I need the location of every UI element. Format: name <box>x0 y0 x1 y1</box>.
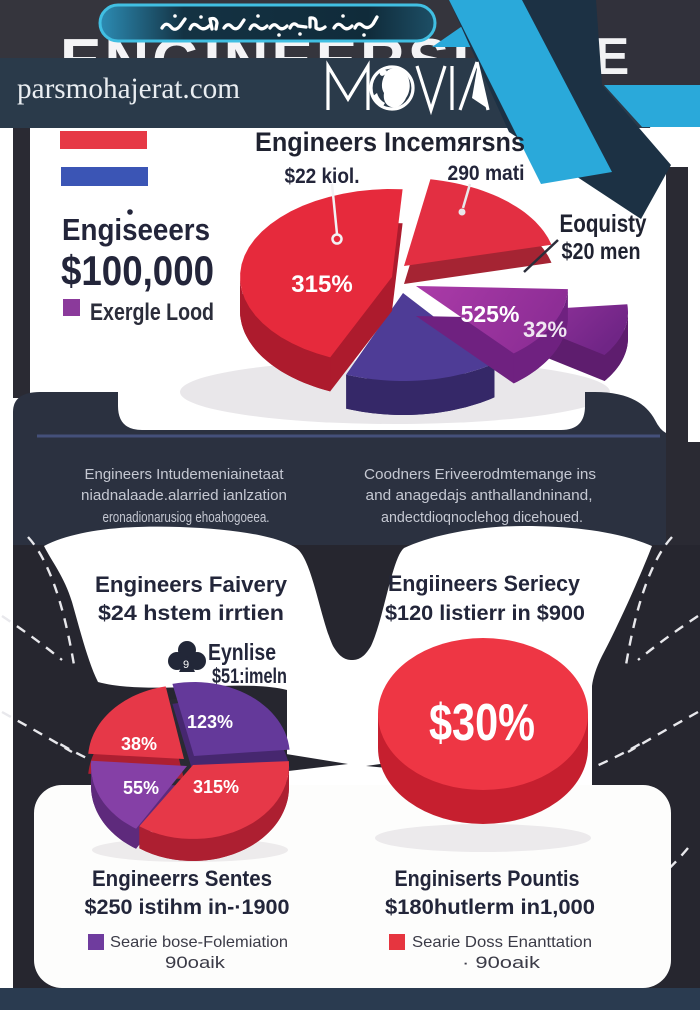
svg-text:90oaik: 90oaik <box>165 953 226 972</box>
svg-text:$20 men: $20 men <box>562 238 641 264</box>
svg-text:55%: 55% <box>123 778 159 798</box>
svg-text:· 90oaik: · 90oaik <box>462 953 541 972</box>
svg-text:Searie Doss Enanttation: Searie Doss Enanttation <box>412 934 592 951</box>
svg-text:Engineerrs Sentes: Engineerrs Sentes <box>92 866 272 891</box>
svg-text:Exergle Lood: Exergle Lood <box>90 299 214 326</box>
svg-text:123%: 123% <box>187 712 233 732</box>
svg-text:Engineers Intudemeniainetaat: Engineers Intudemeniainetaat <box>85 466 285 483</box>
svg-text:$22 kiol.: $22 kiol. <box>285 165 360 188</box>
svg-text:315%: 315% <box>193 777 239 797</box>
svg-text:Engiineers Seriecy: Engiineers Seriecy <box>388 571 581 596</box>
svg-text:290 mati: 290 mati <box>448 162 525 185</box>
svg-text:Coodners Eriveerodmtemange ins: Coodners Eriveerodmtemange ins <box>364 466 596 483</box>
svg-text:$30%: $30% <box>429 694 535 752</box>
svg-text:andectdioqnoclehog dicehoued.: andectdioqnoclehog dicehoued. <box>381 509 583 526</box>
svg-text:38%: 38% <box>121 734 157 754</box>
svg-text:315%: 315% <box>291 271 352 298</box>
svg-text:parsmohajerat.com: parsmohajerat.com <box>17 72 240 105</box>
svg-text:and anagedajs anthallandninand: and anagedajs anthallandninand, <box>366 487 593 504</box>
svg-text:niadnalaade.alarried ianlzatio: niadnalaade.alarried ianlzation <box>81 487 287 504</box>
svg-text:Engiseeers: Engiseeers <box>62 212 210 247</box>
svg-text:$120 listierr in $900: $120 listierr in $900 <box>385 602 585 625</box>
svg-text:$180hutlerm in1,000: $180hutlerm in1,000 <box>385 896 595 919</box>
svg-text:Eoquisty: Eoquisty <box>560 210 647 238</box>
svg-text:525%: 525% <box>461 301 520 327</box>
svg-text:9: 9 <box>183 659 189 671</box>
svg-text:eronadionarusiog ehoahogoeea.: eronadionarusiog ehoahogoeea. <box>103 509 270 526</box>
svg-text:Engineers Faivery: Engineers Faivery <box>95 572 288 597</box>
svg-text:32%: 32% <box>523 317 567 342</box>
svg-text:$100,000: $100,000 <box>61 247 214 294</box>
svg-text:Engineers Incemяrsns: Engineers Incemяrsns <box>255 127 525 157</box>
svg-text:$24 hstem irrtien: $24 hstem irrtien <box>98 602 284 625</box>
svg-text:Eynlise: Eynlise <box>208 639 276 665</box>
svg-text:$51:imeln: $51:imeln <box>212 665 287 688</box>
svg-text:Searie bose-Folemiation: Searie bose-Folemiation <box>110 934 288 951</box>
svg-text:$250 istihm in-·1900: $250 istihm in-·1900 <box>85 896 290 919</box>
svg-text:Enginiserts Pountis: Enginiserts Pountis <box>395 866 580 891</box>
